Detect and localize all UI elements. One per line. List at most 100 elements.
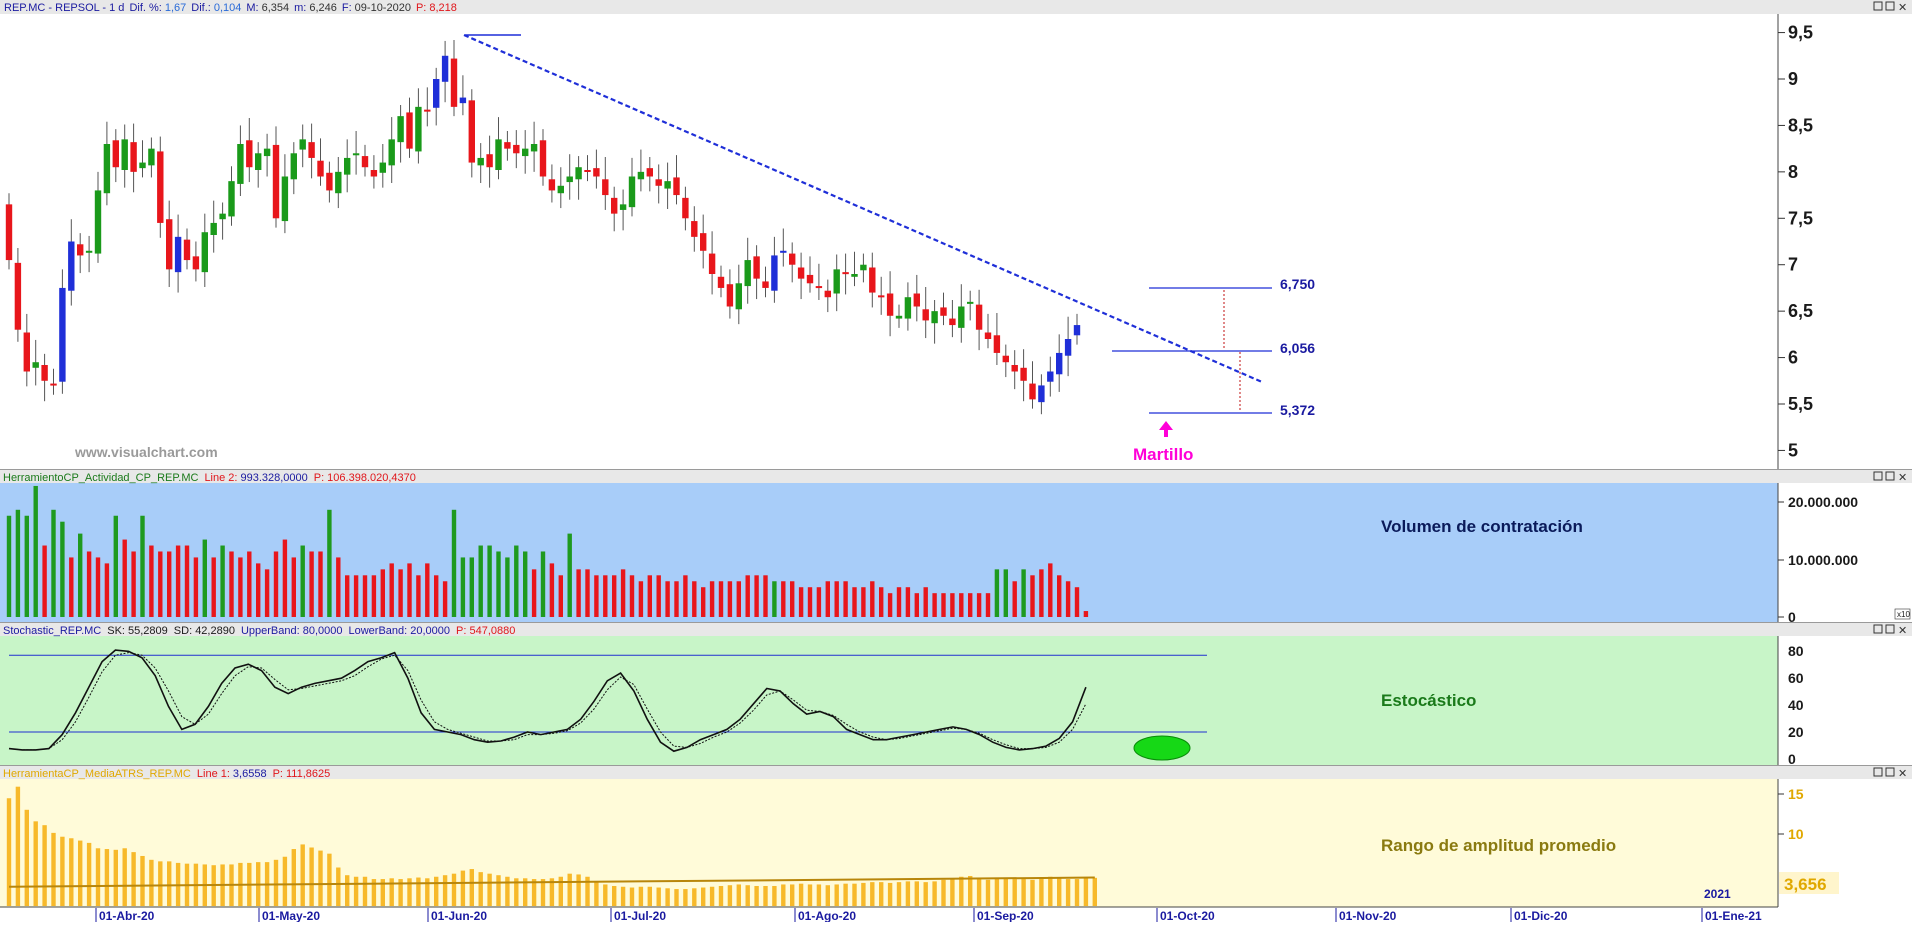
candle-body: [41, 365, 48, 381]
candle-body: [548, 179, 556, 191]
minimize-icon[interactable]: [1873, 1, 1883, 11]
volume-panel-controls: ✕: [1873, 471, 1907, 484]
candle-body: [237, 144, 244, 184]
atr-bar: [371, 879, 377, 906]
volume-bar: [923, 587, 928, 617]
minimize-icon[interactable]: [1873, 471, 1883, 481]
price-tick-label: 6: [1788, 348, 1798, 368]
stochastic-header: Stochastic_REP.MC SK: 55,2809 SD: 42,2890 U…: [3, 625, 515, 637]
stochastic-panel-controls: ✕: [1873, 624, 1907, 637]
volume-bar: [6, 515, 12, 617]
volume-bar: [665, 581, 670, 617]
volume-bar: [238, 557, 243, 617]
volume-bar: [879, 587, 884, 617]
atr-bar: [692, 888, 697, 906]
volume-bar: [353, 575, 359, 617]
atr-bar: [985, 879, 991, 906]
atr-bar: [69, 838, 74, 906]
atr-bar: [1012, 879, 1017, 906]
atr-bar: [523, 878, 528, 906]
x-tick-label: 01-Abr-20: [99, 909, 155, 922]
maximize-icon[interactable]: [1885, 471, 1895, 481]
volume-bar: [816, 587, 822, 617]
volume-bar: [309, 551, 314, 617]
candle-body: [682, 197, 689, 219]
candle-body: [806, 274, 814, 284]
atr-bar: [950, 878, 955, 906]
atr-bar: [425, 878, 430, 906]
volume-bar: [149, 545, 154, 617]
atr-bar: [887, 882, 893, 906]
volume-header: HerramientoCP_Actividad_CP_REP.MC Line 2:…: [3, 472, 416, 484]
candle-body: [486, 154, 493, 168]
candle-body: [1038, 385, 1045, 403]
atr-bar: [33, 821, 38, 906]
close-icon[interactable]: ✕: [1898, 2, 1907, 14]
x-tick-label: 01-Ago-20: [798, 909, 856, 922]
volume-bar: [968, 593, 973, 617]
volume-bar: [300, 545, 305, 617]
candle-body: [895, 315, 903, 319]
candle-body: [441, 55, 449, 82]
candle-body: [450, 58, 458, 107]
minimize-icon[interactable]: [1873, 767, 1883, 777]
candle-body: [922, 309, 929, 321]
volume-bar: [389, 563, 394, 617]
price-tick-label: 7: [1788, 255, 1798, 275]
volume-bar: [442, 581, 448, 617]
stochastic-sd-line: [8, 652, 1087, 751]
candle-body: [664, 181, 671, 189]
atr-bar: [6, 798, 12, 906]
maximize-icon[interactable]: [1885, 767, 1895, 777]
volume-bar: [175, 545, 181, 617]
candle-body: [584, 170, 591, 172]
atr-bar: [86, 842, 92, 906]
atr-bar: [78, 840, 83, 906]
candle-body: [59, 287, 66, 382]
close-icon[interactable]: ✕: [1898, 768, 1907, 780]
close-icon[interactable]: ✕: [1898, 625, 1907, 637]
candle-body: [281, 176, 289, 222]
candle-body: [975, 304, 983, 330]
maximize-icon[interactable]: [1885, 1, 1895, 11]
atr-bar: [745, 885, 750, 906]
volume-bar: [843, 581, 848, 617]
x-tick-label: 01-May-20: [262, 909, 320, 922]
volume-bar: [638, 581, 644, 617]
x-tick-label: 01-Oct-20: [1160, 909, 1215, 922]
atr-bar: [104, 849, 110, 906]
atr-bar: [558, 876, 563, 906]
volume-bar: [807, 587, 813, 617]
volume-bar: [158, 551, 163, 617]
candle-body: [860, 264, 867, 271]
price-tick-label: 5,5: [1788, 394, 1813, 414]
atr-bar: [585, 876, 590, 906]
hammer-arrow-icon: [1159, 421, 1173, 437]
candle-body: [415, 106, 422, 152]
atr-bar: [879, 882, 884, 906]
minimize-icon[interactable]: [1873, 624, 1883, 634]
candle-body: [655, 179, 662, 186]
atr-bar: [345, 875, 350, 906]
volume-bar: [620, 569, 626, 617]
candle-body: [23, 332, 30, 372]
atr-bar: [95, 848, 101, 906]
volume-bar: [95, 557, 101, 617]
atr-bar: [362, 876, 368, 906]
candle-body: [815, 286, 823, 289]
candle-body: [50, 383, 57, 386]
candle-body: [611, 197, 618, 214]
price-axis-column: [1778, 14, 1912, 907]
level-mid-label: 6,056: [1280, 340, 1315, 356]
atr-bar: [540, 879, 546, 906]
volume-bar: [905, 587, 911, 617]
close-icon[interactable]: ✕: [1898, 472, 1907, 484]
maximize-icon[interactable]: [1885, 624, 1895, 634]
candle-body: [646, 168, 653, 177]
volume-tick-label: 10.000.000: [1788, 552, 1858, 568]
atr-bar: [1030, 879, 1035, 906]
volume-bar: [371, 575, 377, 617]
candle-body: [797, 267, 805, 279]
candle-body: [566, 176, 573, 183]
atr-bar: [291, 849, 296, 906]
